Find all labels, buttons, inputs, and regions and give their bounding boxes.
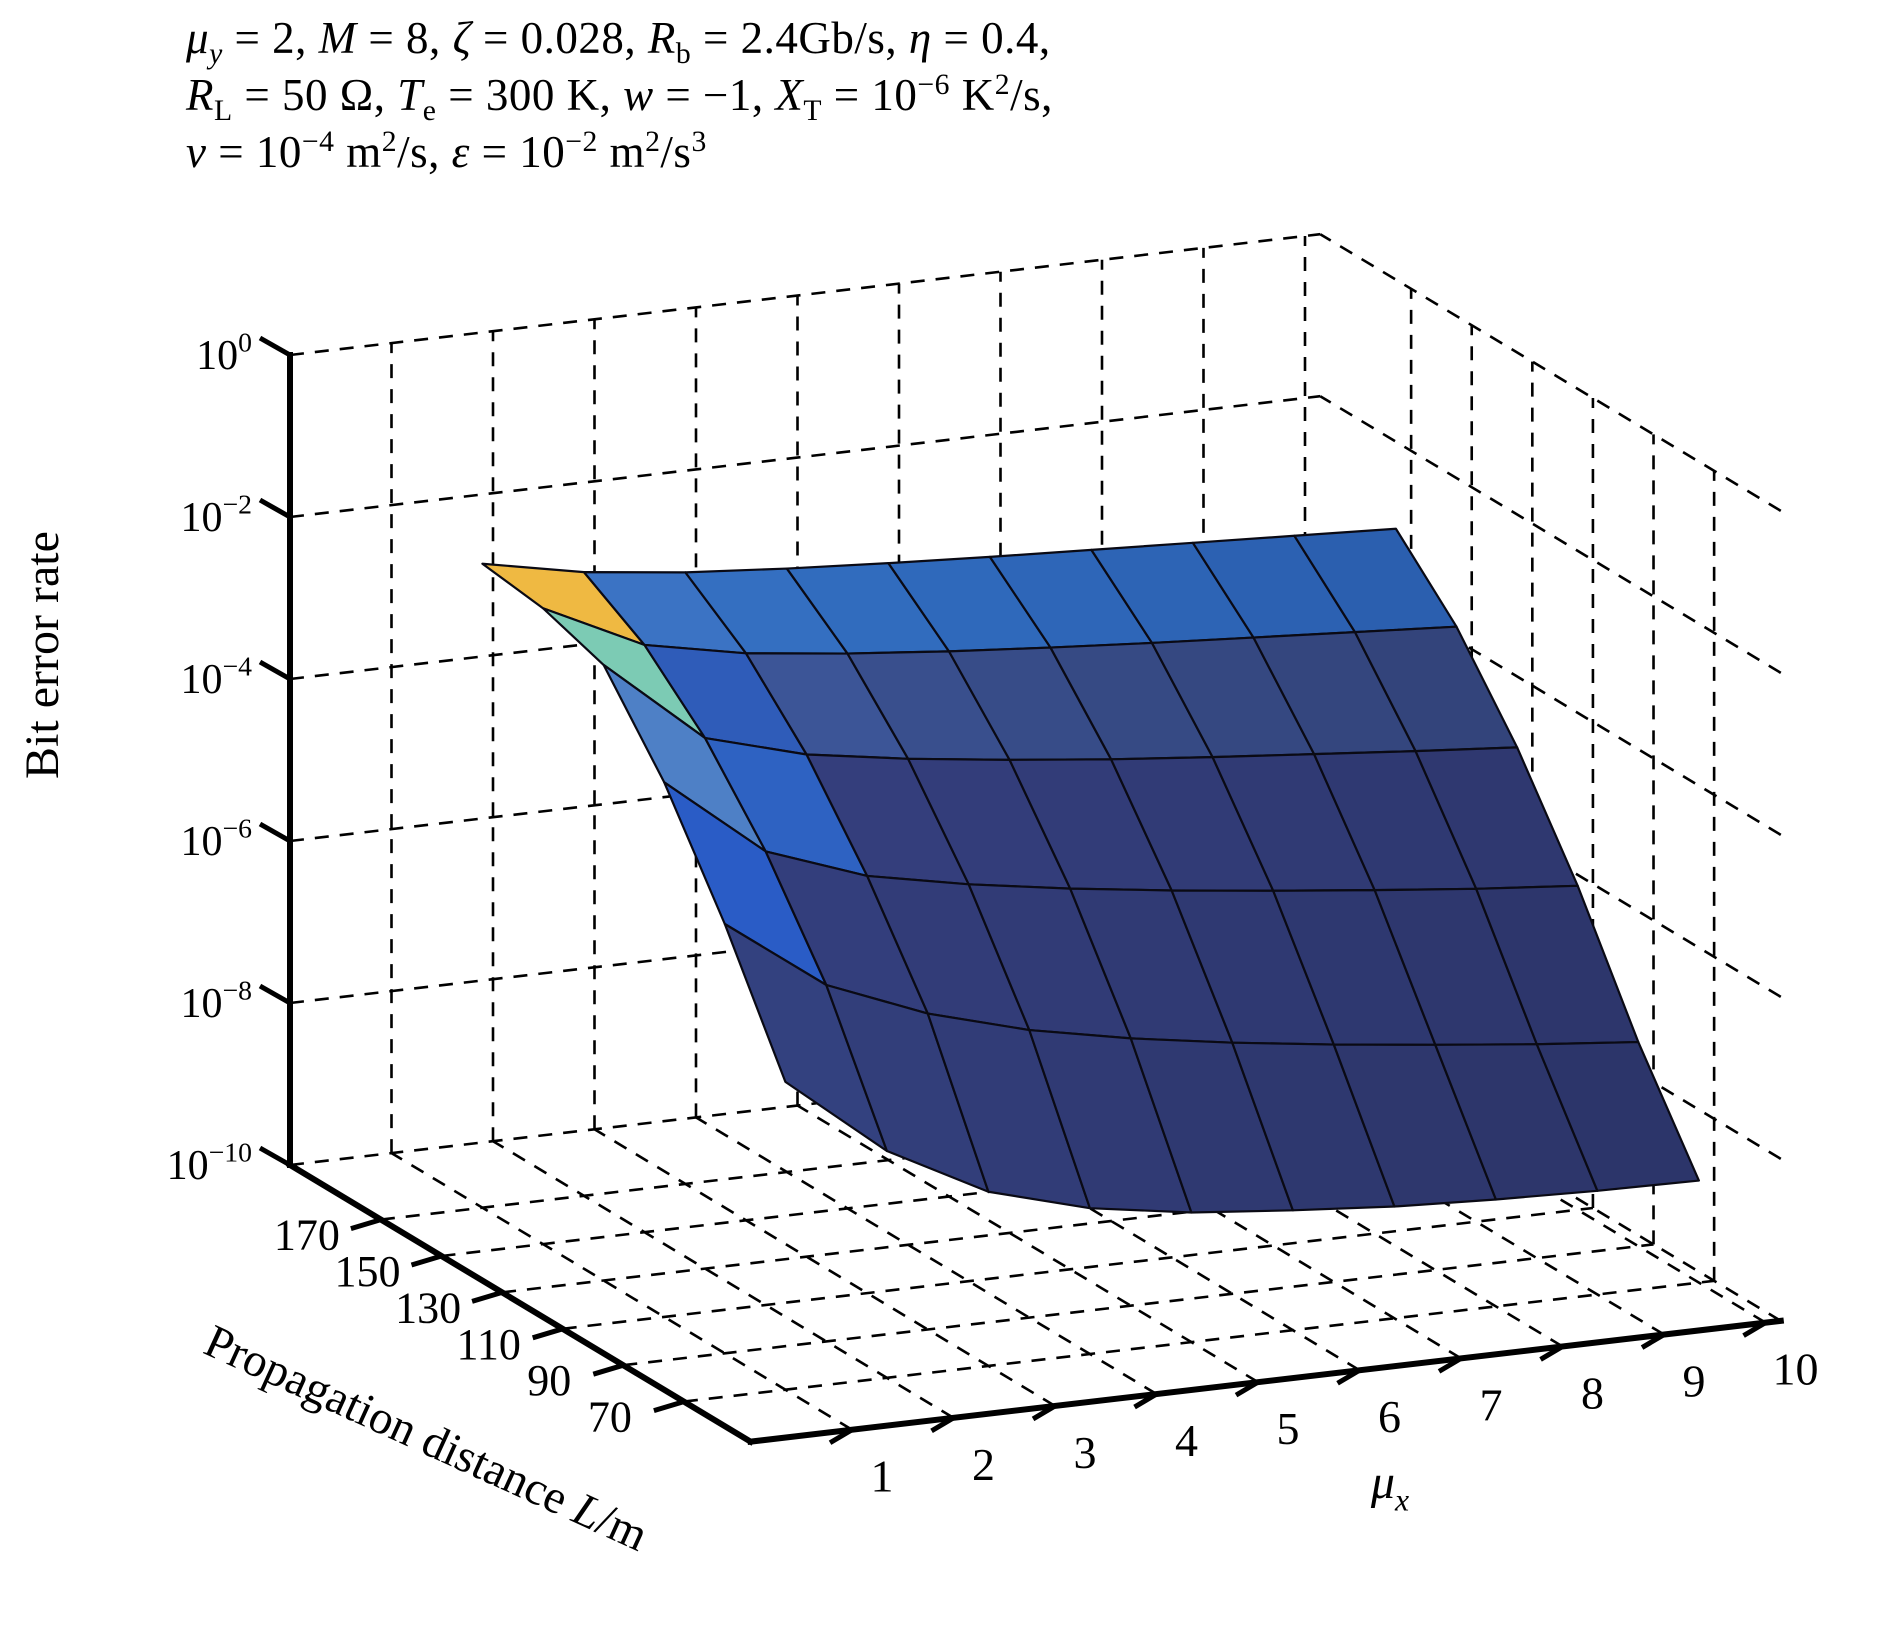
svg-text:170: 170 <box>274 1211 340 1260</box>
surface-mesh <box>481 527 1700 1214</box>
svg-text:4: 4 <box>1175 1415 1198 1466</box>
svg-text:9: 9 <box>1683 1356 1706 1407</box>
svg-text:7: 7 <box>1480 1379 1503 1430</box>
svg-text:90: 90 <box>527 1356 571 1405</box>
z-axis-label: Bit error rate <box>16 531 69 779</box>
figure-title: μy = 2, M = 8, ζ = 0.028, Rb = 2.4Gb/s, … <box>186 10 1053 181</box>
figure-title-line: μy = 2, M = 8, ζ = 0.028, Rb = 2.4Gb/s, … <box>186 13 1051 70</box>
svg-text:110: 110 <box>457 1320 521 1369</box>
svg-text:3: 3 <box>1074 1427 1097 1478</box>
svg-text:10−10: 10−10 <box>167 1136 252 1189</box>
svg-text:8: 8 <box>1581 1367 1604 1418</box>
axis-lines <box>258 335 1785 1446</box>
svg-text:130: 130 <box>395 1283 461 1332</box>
svg-text:10−8: 10−8 <box>181 974 253 1027</box>
svg-text:150: 150 <box>335 1247 401 1296</box>
svg-text:1: 1 <box>871 1451 894 1502</box>
figure-title-line: v = 10−4 m2/s, ε = 10−2 m2/s3 <box>186 126 707 177</box>
svg-text:10−4: 10−4 <box>181 650 253 703</box>
x-axis-label: μx <box>1370 1456 1409 1517</box>
figure-title-line: RL = 50 Ω, Te = 300 K, w = −1, XT = 10−6… <box>186 69 1053 127</box>
y-axis-label: Propagation distance L/m <box>197 1315 656 1562</box>
svg-text:70: 70 <box>588 1393 632 1442</box>
svg-text:2: 2 <box>972 1439 995 1490</box>
svg-text:10−6: 10−6 <box>181 812 253 865</box>
svg-text:5: 5 <box>1277 1403 1300 1454</box>
svg-text:10−2: 10−2 <box>181 488 253 541</box>
svg-text:6: 6 <box>1378 1391 1401 1442</box>
svg-text:100: 100 <box>196 326 252 379</box>
svg-text:10: 10 <box>1773 1344 1819 1395</box>
